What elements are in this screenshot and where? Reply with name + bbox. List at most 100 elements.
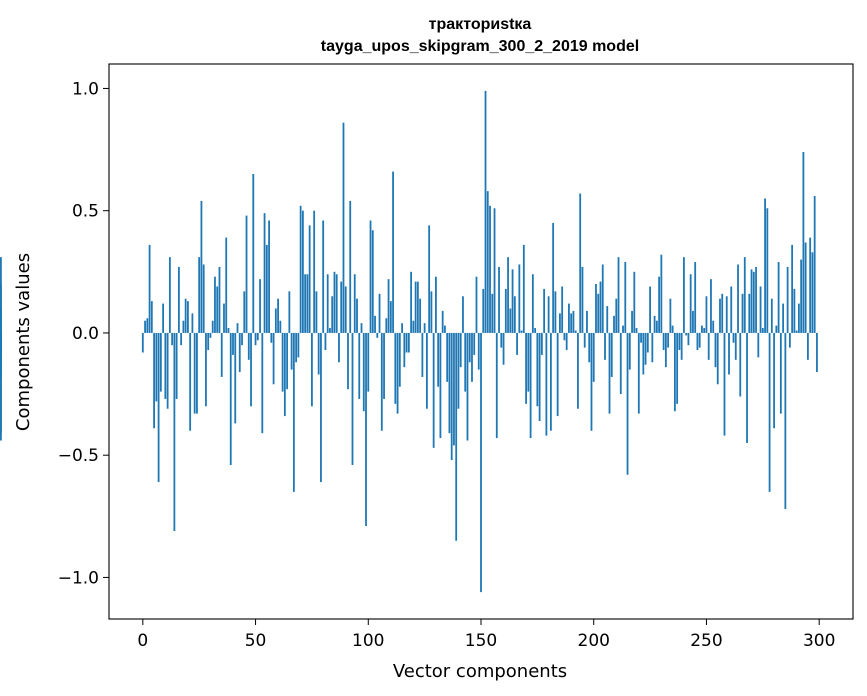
- bar: [538, 332, 541, 421]
- bar: [162, 303, 165, 333]
- bars-group: [0, 90, 818, 593]
- bar: [619, 332, 622, 395]
- bar: [367, 332, 370, 392]
- bar: [410, 271, 413, 333]
- bar: [782, 303, 785, 333]
- bar: [504, 288, 507, 333]
- bar: [759, 286, 762, 333]
- bar: [380, 332, 383, 431]
- bar: [642, 332, 645, 375]
- bar: [281, 332, 284, 392]
- bar: [590, 332, 593, 431]
- bar: [308, 225, 311, 333]
- bar: [432, 332, 435, 448]
- bar: [694, 262, 697, 333]
- bar: [468, 332, 471, 363]
- bar: [279, 320, 282, 333]
- bar: [301, 210, 304, 333]
- bar: [707, 332, 710, 360]
- bar: [360, 323, 363, 333]
- bar: [495, 332, 498, 439]
- y-tick-label: 1.0: [72, 79, 99, 99]
- bar: [716, 332, 719, 385]
- bar: [387, 279, 390, 333]
- bar: [322, 220, 325, 333]
- bar: [773, 332, 775, 429]
- bar: [703, 328, 706, 333]
- bar: [752, 271, 755, 333]
- bar: [371, 230, 374, 333]
- y-tick-label: 0.0: [72, 324, 99, 344]
- bar: [259, 279, 261, 333]
- bar: [216, 286, 219, 333]
- bar: [416, 281, 419, 333]
- bar: [617, 257, 620, 333]
- bar: [329, 328, 331, 333]
- bar: [513, 296, 516, 333]
- bar: [588, 332, 591, 363]
- bar: [613, 315, 615, 333]
- bar: [315, 291, 318, 333]
- bar: [313, 210, 316, 333]
- bar: [317, 332, 320, 375]
- bar: [698, 332, 701, 348]
- bar: [615, 298, 618, 333]
- bar: [236, 323, 239, 333]
- bar: [764, 198, 766, 333]
- bar: [545, 332, 548, 436]
- bar: [743, 257, 746, 333]
- bar: [184, 298, 187, 333]
- y-axis-label: Components values: [13, 253, 34, 431]
- bar: [788, 332, 791, 348]
- bar: [362, 332, 365, 412]
- bar: [247, 332, 250, 360]
- x-tick-label: 250: [690, 631, 722, 651]
- bar: [714, 332, 717, 368]
- bar: [477, 332, 480, 370]
- y-axis-ticks: −1.0 −0.5 0.0 0.5 1.0: [58, 79, 109, 588]
- bar: [211, 320, 214, 333]
- bar: [766, 208, 769, 333]
- bar: [791, 244, 794, 333]
- bar: [392, 171, 394, 333]
- bar: [414, 281, 417, 333]
- bar: [813, 196, 816, 333]
- bar: [356, 298, 358, 333]
- bar: [187, 301, 189, 333]
- bar: [631, 310, 633, 333]
- bar: [692, 310, 694, 333]
- bar: [324, 332, 327, 351]
- bar: [157, 332, 160, 483]
- bar: [529, 332, 532, 439]
- bar: [660, 254, 663, 333]
- bar: [218, 266, 221, 333]
- bar: [207, 332, 210, 351]
- bar: [757, 332, 760, 358]
- bar: [597, 293, 600, 333]
- bar: [423, 323, 426, 333]
- bar: [320, 332, 322, 483]
- bar: [793, 288, 796, 333]
- y-tick-label: −1.0: [58, 568, 99, 588]
- bar: [407, 332, 410, 353]
- bar: [662, 332, 665, 351]
- bar: [430, 291, 433, 333]
- bar: [678, 332, 681, 351]
- bar: [561, 286, 564, 333]
- bar: [200, 200, 203, 333]
- bar: [202, 264, 205, 333]
- bar: [673, 332, 676, 412]
- bar: [453, 332, 455, 446]
- bar: [633, 271, 636, 333]
- bar: [644, 332, 647, 365]
- bar: [365, 332, 367, 527]
- bar: [746, 332, 748, 443]
- bar: [428, 225, 431, 333]
- bar: [628, 332, 631, 370]
- bar: [437, 332, 440, 387]
- bar: [261, 332, 264, 434]
- bar: [405, 332, 408, 353]
- bar: [223, 303, 225, 333]
- x-axis-label: Vector components: [393, 661, 567, 682]
- bar: [286, 332, 289, 390]
